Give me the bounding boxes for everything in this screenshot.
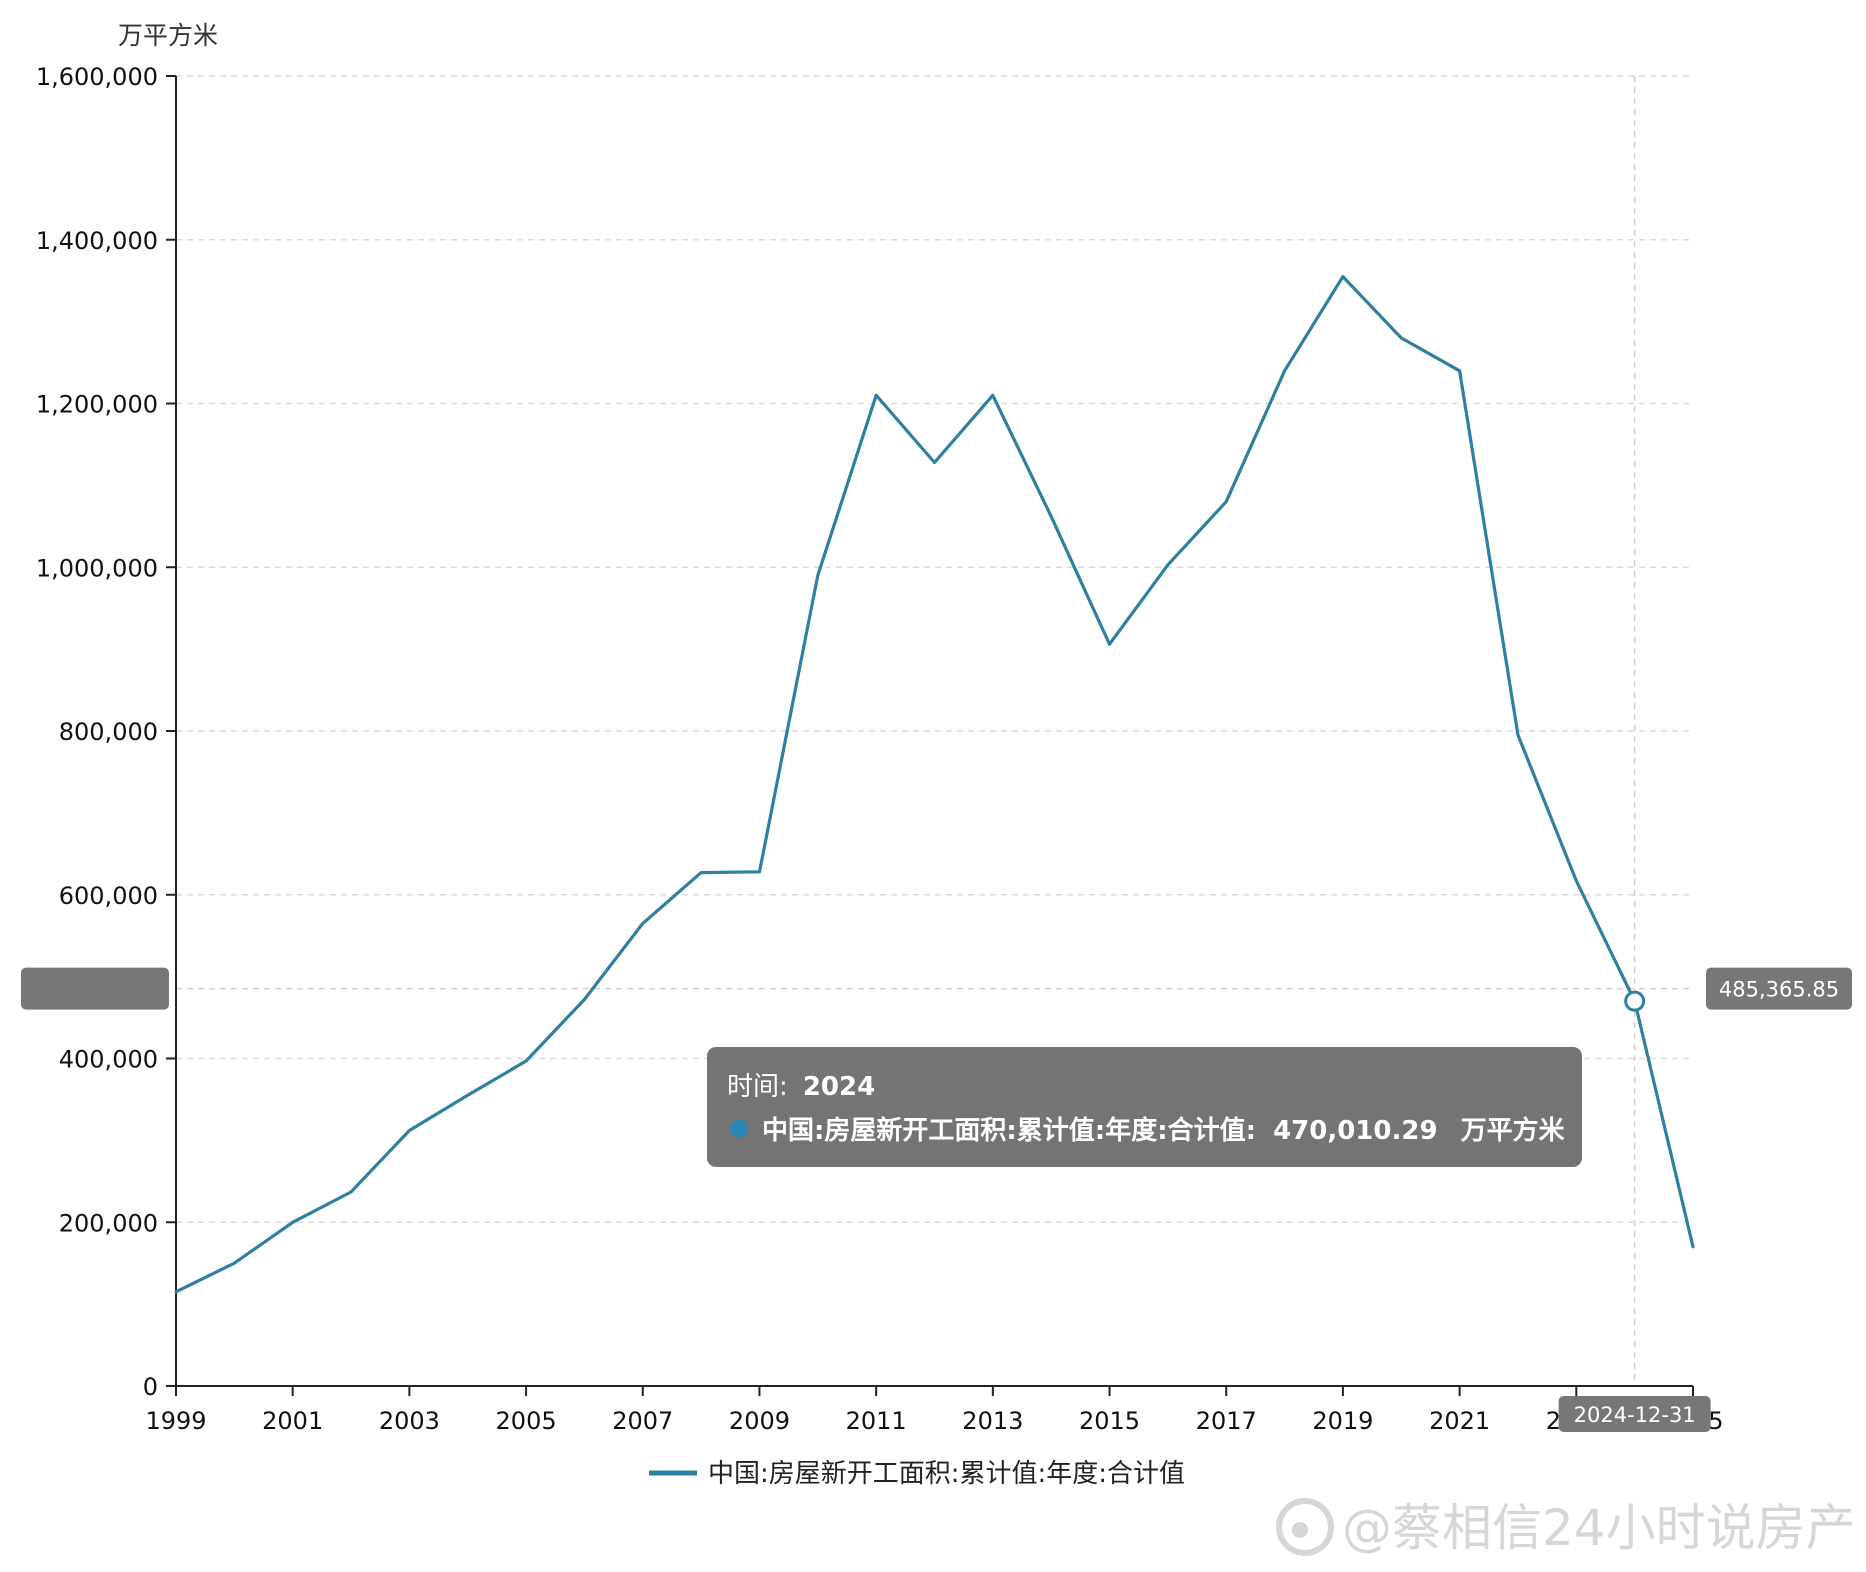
weibo-icon <box>1276 1498 1334 1556</box>
x-tick-label: 2013 <box>962 1407 1023 1435</box>
x-tick-label: 2001 <box>262 1407 323 1435</box>
tooltip-time-value: 2024 <box>803 1072 875 1102</box>
y-tick-label: 1,200,000 <box>36 391 158 419</box>
svg-text:中国:房屋新开工面积:累计值:年度:合计值: 4: 中国:房屋新开工面积:累计值:年度:合计值: 470,010.29 万平方米 <box>762 1115 1565 1146</box>
x-crosshair-value: 2024-12-31 <box>1574 1403 1696 1427</box>
x-tick-label: 2003 <box>379 1407 440 1435</box>
x-tick-label: 2011 <box>846 1407 907 1435</box>
x-tick-label: 2019 <box>1312 1407 1373 1435</box>
crosshair-badges: 485,365.85 2024-12-31 <box>21 967 1852 1432</box>
y-axis-ticks: 0 200,000 400,000 600,000 800,000 1,000,000 1,… <box>36 63 176 1401</box>
x-tick-label: 2021 <box>1429 1407 1490 1435</box>
y-tick-label: 1,600,000 <box>36 63 158 91</box>
hover-point-marker[interactable] <box>1624 990 1646 1012</box>
tooltip-unit: 万平方米 <box>1461 1115 1565 1146</box>
y-crosshair-badge-left <box>21 967 169 1010</box>
y-tick-label: 1,400,000 <box>36 227 158 255</box>
y-axis-unit-label: 万平方米 <box>118 21 218 50</box>
x-tick-label: 2009 <box>729 1407 790 1435</box>
y-tick-label: 200,000 <box>59 1209 158 1237</box>
y-tick-label: 600,000 <box>59 882 158 910</box>
x-tick-label: 1999 <box>145 1407 206 1435</box>
tooltip-time-label: 时间: <box>727 1072 788 1102</box>
legend-label: 中国:房屋新开工面积:累计值:年度:合计值 <box>708 1459 1185 1489</box>
x-crosshair-badge <box>1558 1396 1711 1432</box>
y-tick-label: 400,000 <box>59 1046 158 1074</box>
svg-text:时间: 2024: 时间: 2024 <box>727 1072 875 1102</box>
tooltip-series-label: 中国:房屋新开工面积:累计值:年度:合计值: <box>762 1115 1256 1146</box>
crosshair <box>176 76 1693 1386</box>
y-crosshair-value: 485,365.85 <box>1719 978 1839 1002</box>
tooltip: 时间: 2024 中国:房屋新开工面积:累计值:年度:合计值: 470,010.… <box>707 1047 1582 1167</box>
series-line <box>174 275 1695 1294</box>
series-layer <box>174 275 1695 1294</box>
x-tick-label: 2005 <box>496 1407 557 1435</box>
x-axis-ticks: 1999 2001 2003 2005 2007 2009 2011 2013 2015 2017… <box>145 1386 1724 1435</box>
tooltip-series-dot <box>730 1120 748 1138</box>
y-crosshair-badge <box>1706 967 1852 1010</box>
y-tick-label: 800,000 <box>59 718 158 746</box>
y-tick-label: 0 <box>143 1373 158 1401</box>
legend[interactable]: 中国:房屋新开工面积:累计值:年度:合计值 <box>649 1459 1185 1489</box>
watermark-text: @蔡相信24小时说房产 <box>1342 1499 1856 1557</box>
x-tick-label: 2017 <box>1196 1407 1257 1435</box>
x-tick-label: 2007 <box>612 1407 673 1435</box>
tooltip-background <box>707 1047 1582 1167</box>
x-tick-label: 2015 <box>1079 1407 1140 1435</box>
tooltip-value: 470,010.29 <box>1273 1116 1437 1146</box>
watermark: @蔡相信24小时说房产 <box>1276 1498 1856 1557</box>
y-tick-label: 1,000,000 <box>36 554 158 582</box>
